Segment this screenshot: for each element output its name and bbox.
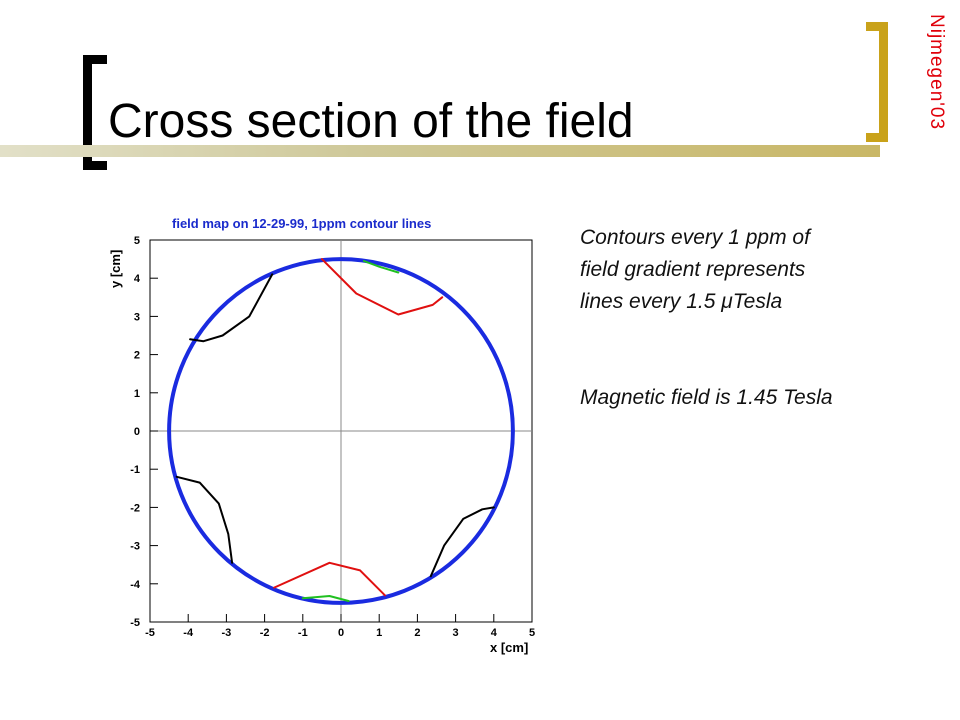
y-ticks: 5 4 3 2 1 0 -1 -2 -3 -4 -5 — [130, 235, 158, 629]
x-ticks: -5 -4 -3 -2 -1 0 1 2 3 4 5 — [145, 614, 535, 639]
x-tick-label: -4 — [183, 627, 194, 639]
y-axis-label: y [cm] — [108, 250, 123, 288]
contour-line-3 — [362, 260, 400, 274]
x-tick-label: -5 — [145, 627, 155, 639]
note-gradient: Contours every 1 ppm of field gradient r… — [580, 222, 920, 318]
field-boundary-circle — [167, 257, 515, 605]
x-tick-label: 0 — [338, 627, 344, 639]
y-tick-label: -3 — [130, 541, 140, 553]
y-tick-label: 5 — [134, 235, 140, 247]
x-tick-label: 1 — [376, 627, 382, 639]
note-gradient-line-2: field gradient represents — [580, 258, 806, 281]
y-tick-label: 2 — [134, 350, 140, 362]
slide-title: Cross section of the field — [108, 95, 634, 148]
chart-title: field map on 12-29-99, 1ppm contour line… — [172, 216, 431, 231]
x-axis-label: x [cm] — [490, 640, 528, 655]
y-tick-label: 4 — [134, 273, 141, 285]
title-underline-bar — [0, 145, 880, 157]
origin-axes — [150, 240, 532, 622]
x-tick-label: 3 — [453, 627, 459, 639]
note-gradient-line-3: lines every 1.5 μTesla — [580, 290, 783, 313]
note-gradient-line-1: Contours every 1 ppm of — [580, 226, 810, 249]
contour-series — [175, 258, 495, 602]
y-tick-label: 0 — [134, 426, 140, 438]
y-tick-label: -4 — [130, 579, 141, 591]
x-tick-label: -2 — [260, 627, 270, 639]
x-tick-label: 4 — [491, 627, 498, 639]
side-label: Nijmegen'03 — [926, 14, 947, 131]
x-tick-label: -1 — [298, 627, 308, 639]
field-map-chart: field map on 12-29-99, 1ppm contour line… — [108, 216, 535, 655]
contour-line-4 — [301, 595, 350, 602]
y-tick-label: -5 — [130, 617, 140, 629]
x-tick-label: 2 — [414, 627, 420, 639]
x-tick-label: 5 — [529, 627, 535, 639]
note-field: Magnetic field is 1.45 Tesla — [580, 386, 833, 409]
contour-line-6 — [175, 475, 234, 564]
y-tick-label: -2 — [130, 502, 140, 514]
x-tick-label: -3 — [222, 627, 232, 639]
contour-line-5 — [189, 273, 274, 343]
title-bracket-left — [83, 55, 107, 170]
contour-line-2 — [273, 561, 386, 597]
y-tick-label: 3 — [134, 311, 140, 323]
y-tick-label: -1 — [130, 464, 140, 476]
y-tick-label: 1 — [134, 388, 140, 400]
title-bracket-right — [866, 22, 888, 142]
contour-line-7 — [429, 506, 495, 578]
contour-line-1 — [320, 258, 444, 316]
